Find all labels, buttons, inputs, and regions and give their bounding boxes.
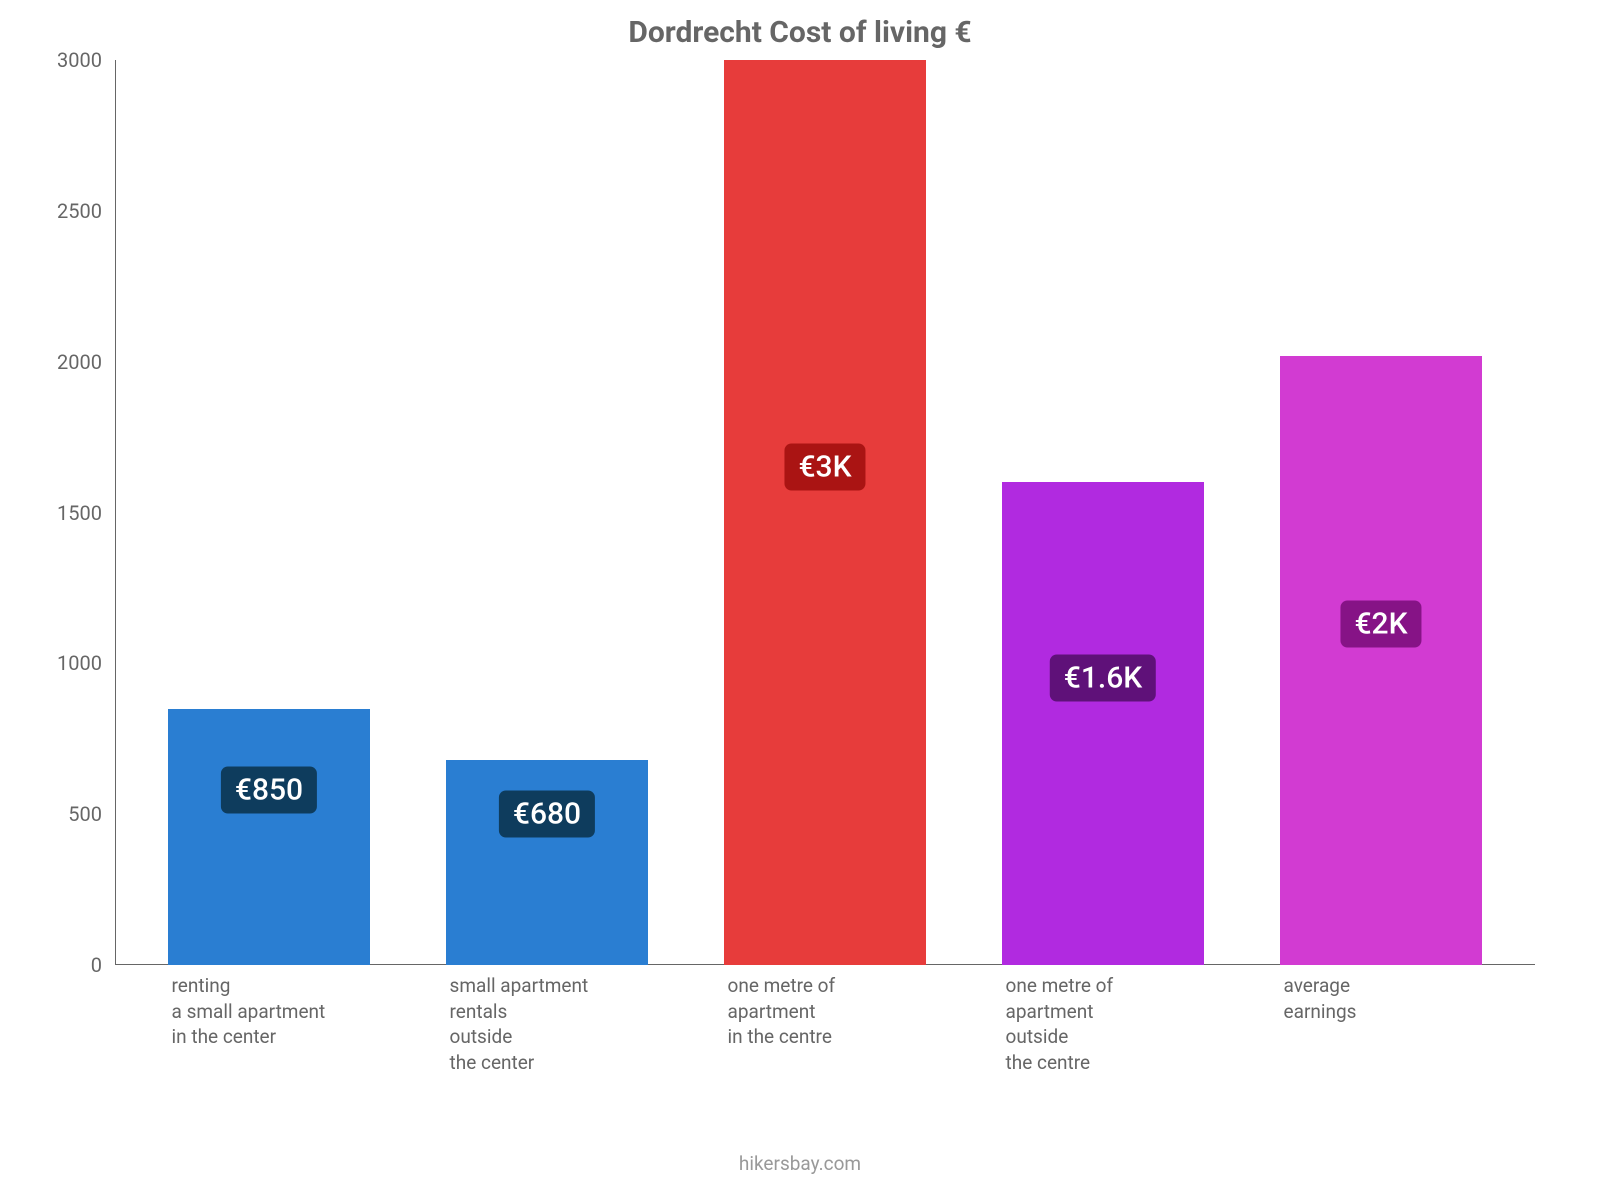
bar-value-label: €2K	[1340, 601, 1421, 648]
x-axis-label: small apartmentrentalsoutsidethe center	[446, 973, 649, 1076]
bar-value-label: €680	[499, 791, 595, 838]
x-label-slot: one metre of apartmentoutsidethe centre	[964, 973, 1242, 1076]
bar-slot: €680	[408, 60, 686, 965]
bar-slot: €850	[130, 60, 408, 965]
x-axis-labels: rentinga small apartmentin the center sma…	[115, 965, 1535, 1076]
y-tick-label: 2000	[42, 350, 102, 374]
y-tick-label: 1000	[42, 651, 102, 675]
bar-value-label: €850	[221, 767, 317, 814]
x-axis-label: averageearnings	[1280, 973, 1483, 1076]
y-tick-label: 2500	[42, 199, 102, 223]
bars-wrap: €850 €680 €3K €1.6K €2K	[115, 60, 1535, 965]
x-axis-label: one metre of apartmentin the centre	[724, 973, 927, 1076]
x-label-slot: one metre of apartmentin the centre	[686, 973, 964, 1076]
bar	[1002, 482, 1205, 965]
bar-slot: €1.6K	[964, 60, 1242, 965]
bar-slot: €3K	[686, 60, 964, 965]
x-axis-label: rentinga small apartmentin the center	[168, 973, 371, 1076]
bar	[1280, 356, 1483, 965]
y-tick-label: 0	[42, 953, 102, 977]
y-tick-label: 1500	[42, 501, 102, 525]
plot-area: 050010001500200025003000 €850€680€3K€1.6…	[115, 60, 1535, 965]
chart-container: Dordrecht Cost of living € 0 500 1000 1500 2…	[40, 15, 1560, 1185]
x-axis-label: one metre of apartmentoutsidethe centre	[1002, 973, 1205, 1076]
x-label-slot: rentinga small apartmentin the center	[130, 973, 408, 1076]
bar-value-label: €3K	[784, 444, 865, 491]
bar-slot: €2K	[1242, 60, 1520, 965]
chart-title: Dordrecht Cost of living €	[40, 15, 1560, 50]
y-tick-label: 3000	[42, 48, 102, 72]
y-tick-label: 500	[42, 802, 102, 826]
bar	[168, 709, 371, 965]
bar-value-label: €1.6K	[1050, 655, 1156, 702]
x-label-slot: small apartmentrentalsoutsidethe center	[408, 973, 686, 1076]
bar	[724, 60, 927, 965]
x-label-slot: averageearnings	[1242, 973, 1520, 1076]
y-axis: 050010001500200025003000	[40, 60, 110, 965]
attribution-text: hikersbay.com	[40, 1152, 1560, 1175]
